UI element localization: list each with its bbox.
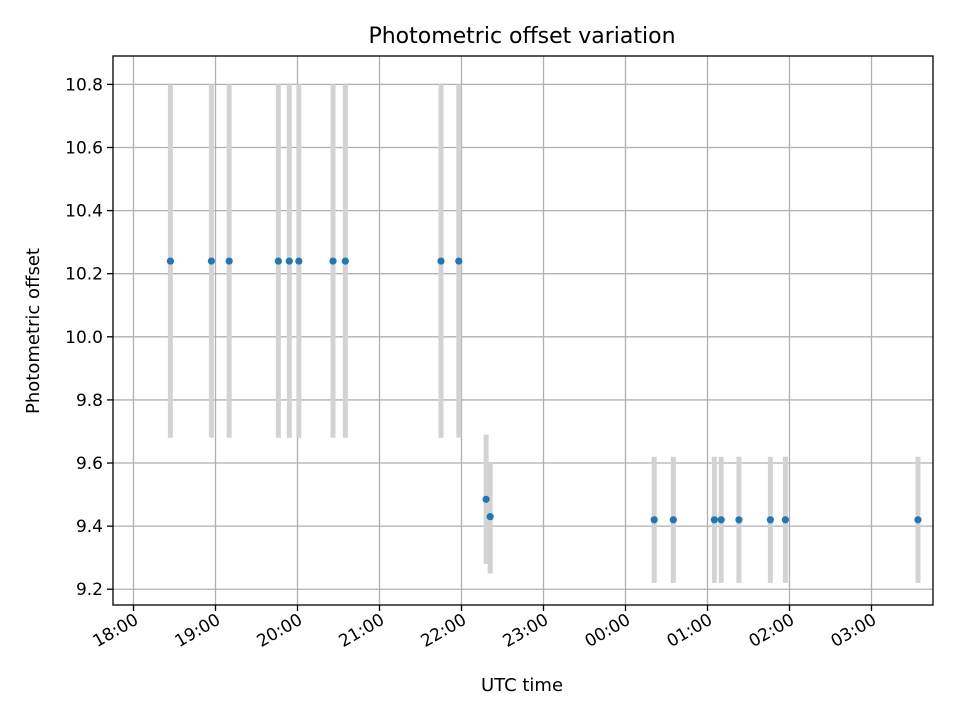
data-point <box>781 516 790 524</box>
data-point <box>735 516 743 524</box>
chart-title: Photometric offset variation <box>368 24 675 49</box>
plot-frame <box>112 55 934 606</box>
y-tick-label: 10.6 <box>65 139 103 159</box>
data-point <box>717 516 725 524</box>
y-tick-label: 10.8 <box>65 75 103 95</box>
data-point <box>669 516 677 524</box>
y-tick-label: 9.4 <box>76 517 103 537</box>
data-point <box>274 257 282 265</box>
data-point <box>329 257 337 265</box>
data-point <box>437 257 445 265</box>
data-point <box>207 257 215 265</box>
y-tick-label: 9.2 <box>76 580 103 600</box>
data-point <box>285 257 293 265</box>
data-point <box>455 257 463 265</box>
x-tick-label: 22:00 <box>418 610 470 652</box>
data-point <box>650 516 658 524</box>
data-point <box>766 516 774 524</box>
data-point <box>482 495 490 503</box>
y-tick-label: 10.2 <box>65 265 103 285</box>
y-tick-label: 10.4 <box>65 202 103 222</box>
data-point <box>914 516 922 524</box>
data-point <box>486 513 494 521</box>
y-tick-label: 10.0 <box>65 328 103 348</box>
errorbar-layer <box>167 84 921 583</box>
data-point <box>295 257 303 265</box>
x-tick-label: 19:00 <box>172 610 224 652</box>
x-tick-label: 18:00 <box>90 610 142 652</box>
x-tick-label: 03:00 <box>828 610 880 652</box>
y-tick-label: 9.6 <box>76 454 103 474</box>
x-axis-label: UTC time <box>481 675 563 696</box>
x-tick-label: 21:00 <box>336 610 388 652</box>
y-tick-label: 9.8 <box>76 391 103 411</box>
grid-layer <box>113 56 933 605</box>
point-layer <box>166 257 922 524</box>
data-point <box>225 257 233 265</box>
data-point <box>710 516 718 524</box>
data-point <box>341 257 349 265</box>
x-tick-label: 00:00 <box>582 610 634 652</box>
x-tick-label: 20:00 <box>254 610 306 652</box>
x-tick-label: 02:00 <box>746 610 798 652</box>
x-tick-label: 23:00 <box>500 610 552 652</box>
x-tick-label: 01:00 <box>664 610 716 652</box>
tick-layer: 18:00 19:00 20:00 21:00 22:00 23:00 00:00 01:00… <box>65 75 880 651</box>
data-point <box>166 257 174 265</box>
y-axis-label: Photometric offset <box>23 248 44 414</box>
